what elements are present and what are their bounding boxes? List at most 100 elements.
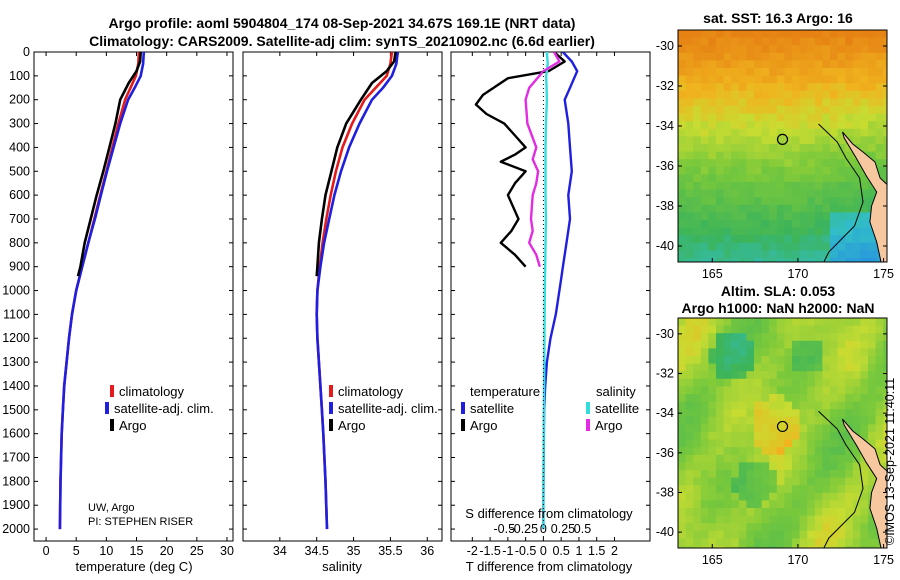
map-cell — [746, 174, 755, 183]
map-cell — [830, 333, 838, 342]
map-cell — [792, 250, 800, 259]
map-cell — [754, 159, 762, 168]
map-cell — [807, 394, 816, 402]
map-lat-label: -32 — [656, 79, 674, 93]
map-cell — [837, 220, 846, 228]
depth-tick-label: 1000 — [2, 284, 30, 298]
map-cell — [678, 546, 686, 548]
x-tick-label: -2 — [467, 544, 478, 558]
map-cell — [875, 151, 884, 160]
map-cell — [852, 523, 861, 532]
map-cell — [746, 45, 755, 54]
map-cell — [746, 348, 755, 357]
map-cell — [799, 121, 808, 130]
map-cell — [807, 409, 816, 418]
map-cell — [807, 348, 816, 357]
map-cell — [830, 424, 838, 433]
map-cell — [678, 523, 686, 532]
map-cell — [875, 128, 884, 137]
map-cell — [708, 189, 717, 198]
map-cell — [784, 227, 793, 236]
map-cell — [845, 340, 854, 349]
sla-map-title-2: Argo h1000: NaN h2000: NaN — [682, 300, 875, 316]
map-cell — [837, 45, 846, 54]
map-cell — [807, 439, 816, 448]
map-cell — [700, 121, 709, 130]
map-cell — [678, 454, 686, 463]
map-cell — [716, 212, 724, 221]
map-cell — [723, 348, 732, 357]
map-cell — [746, 340, 755, 349]
map-cell — [746, 242, 755, 251]
map-cell — [822, 386, 831, 395]
map-cell — [716, 363, 724, 372]
map-cell — [807, 530, 816, 539]
map-cell — [860, 75, 869, 84]
map-cell — [830, 250, 838, 259]
map-cell — [678, 470, 686, 478]
map-cell — [814, 409, 823, 418]
map-cell — [822, 121, 831, 130]
map-cell — [723, 432, 732, 440]
map-cell — [746, 477, 755, 486]
map-cell — [685, 409, 694, 418]
map-cell — [723, 439, 732, 448]
map-cell — [792, 83, 800, 92]
map-lat-label: -38 — [656, 485, 674, 499]
map-cell — [708, 197, 717, 206]
map-cell — [868, 424, 876, 433]
series-line-s-argo — [524, 52, 561, 268]
map-cell — [875, 144, 884, 152]
map-cell — [814, 52, 823, 61]
map-cell — [685, 485, 694, 494]
map-cell — [822, 113, 831, 122]
map-cell — [868, 151, 876, 160]
map-cell — [678, 212, 686, 221]
map-cell — [799, 333, 808, 342]
map-cell — [837, 30, 846, 38]
map-cell — [678, 394, 686, 402]
map-cell — [685, 508, 694, 516]
map-cell — [784, 439, 793, 448]
map-cell — [776, 538, 785, 547]
map-cell — [860, 333, 869, 342]
map-cell — [761, 538, 770, 547]
map-cell — [814, 75, 823, 84]
map-cell — [746, 220, 755, 228]
map-cell — [868, 485, 876, 494]
map-cell — [845, 416, 854, 425]
map-cell — [708, 439, 717, 448]
map-cell — [731, 174, 740, 183]
map-cell — [685, 121, 694, 130]
map-cell — [738, 386, 747, 395]
map-cell — [723, 37, 732, 46]
map-cell — [883, 45, 887, 54]
map-cell — [693, 37, 702, 46]
map-cell — [685, 106, 694, 114]
map-cell — [837, 37, 846, 46]
map-cell — [860, 45, 869, 54]
map-cell — [685, 462, 694, 471]
map-cell — [738, 90, 747, 99]
map-cell — [860, 174, 869, 183]
map-cell — [814, 538, 823, 547]
map-cell — [776, 197, 785, 206]
map-cell — [731, 515, 740, 524]
map-cell — [761, 151, 770, 160]
map-cell — [875, 68, 884, 76]
map-cell — [708, 60, 717, 69]
map-cell — [708, 356, 717, 364]
map-cell — [738, 356, 747, 364]
map-cell — [731, 151, 740, 160]
map-cell — [761, 394, 770, 402]
x-tick-label: 10 — [99, 544, 113, 558]
map-cell — [761, 182, 770, 190]
map-cell — [860, 325, 869, 334]
map-cell — [738, 60, 747, 69]
map-cell — [868, 136, 876, 145]
map-cell — [830, 151, 838, 160]
map-cell — [754, 340, 762, 349]
map-cell — [822, 530, 831, 539]
map-cell — [792, 60, 800, 69]
map-cell — [685, 197, 694, 206]
